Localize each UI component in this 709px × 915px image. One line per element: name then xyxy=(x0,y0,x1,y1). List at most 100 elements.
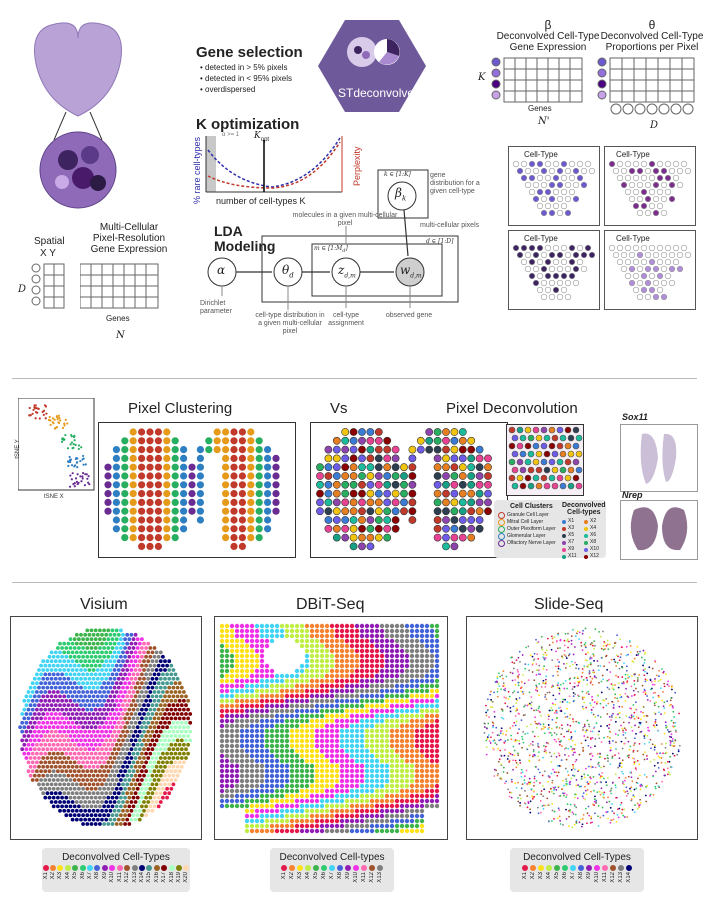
dirichlet-label: Dirichlet parameter xyxy=(200,300,232,315)
celltype-label-1: Cell-Type xyxy=(524,150,558,159)
dbit-spot xyxy=(299,688,305,694)
cluster-spot xyxy=(163,446,171,454)
dbit-spot xyxy=(239,723,245,729)
dbit-spot xyxy=(229,743,235,749)
dbit-spot xyxy=(414,828,420,834)
celltype-spot xyxy=(544,188,552,196)
dbit-spot xyxy=(344,713,350,719)
visium-spot xyxy=(60,734,64,738)
cluster-spot xyxy=(255,472,263,480)
dbit-spot xyxy=(334,813,340,819)
slide-bead xyxy=(605,781,607,784)
celltype-spot xyxy=(568,258,576,266)
celltype-spot xyxy=(588,251,596,259)
dbit-spot xyxy=(384,768,390,774)
dbit-spot xyxy=(354,733,360,739)
visium-spot xyxy=(127,725,132,730)
dbit-spot xyxy=(254,818,260,824)
zoom-spot xyxy=(519,450,527,458)
tsne-point xyxy=(73,439,76,442)
dbit-spot xyxy=(234,738,240,744)
dbit-spot xyxy=(319,768,325,774)
dbit-spot xyxy=(374,793,380,799)
deconv-spot xyxy=(383,454,392,463)
dbit-spot xyxy=(344,638,350,644)
dbit-spot xyxy=(284,633,290,639)
visium-spot xyxy=(135,698,140,703)
visium-spot xyxy=(114,778,119,782)
visium-spot xyxy=(87,720,92,725)
slide-bead xyxy=(557,707,560,710)
dbit-spot xyxy=(264,818,270,824)
cluster-spot xyxy=(171,525,179,533)
dbit-spot xyxy=(294,818,300,824)
zoom-spot xyxy=(532,426,540,434)
visium-spot xyxy=(79,641,83,646)
slide-bead xyxy=(570,643,573,645)
cluster-spot xyxy=(255,507,263,515)
celltype-spot xyxy=(580,251,588,259)
deconvolution-spots xyxy=(316,428,492,551)
tsne-point xyxy=(81,472,85,475)
cluster-spot xyxy=(112,490,120,498)
visium-spot xyxy=(85,663,90,668)
slide-bead xyxy=(646,695,648,697)
dbit-spot xyxy=(264,668,270,674)
dbit-spot xyxy=(249,768,255,774)
dbit-spot xyxy=(259,738,265,744)
dbit-spot xyxy=(249,713,255,719)
cluster-spot xyxy=(180,490,188,498)
visium-spot xyxy=(83,659,88,664)
visium-spot xyxy=(49,782,54,787)
dbit-spot xyxy=(329,778,335,784)
visium-spot xyxy=(68,716,73,721)
tsne-point xyxy=(87,481,90,484)
visium-spot xyxy=(129,676,134,681)
theta-desc: cell-type distribution in a given multi-… xyxy=(255,312,325,335)
visium-spot xyxy=(100,782,104,787)
visium-spot xyxy=(167,720,172,725)
dbit-spot xyxy=(244,688,250,694)
m-plate: m ∈ [1:Md] xyxy=(314,245,348,255)
visium-spot xyxy=(152,769,157,774)
dbit-spot xyxy=(339,763,345,769)
visium-spot xyxy=(177,734,182,738)
dbit-spot xyxy=(279,798,285,804)
dbit-spot xyxy=(434,728,440,734)
deconv-legend-label: X10 xyxy=(590,546,599,552)
dbit-spot xyxy=(379,718,385,724)
visium-spot xyxy=(169,663,174,668)
dbit-spot xyxy=(239,678,245,684)
visium-spot xyxy=(95,685,100,690)
cluster-spot xyxy=(238,472,246,480)
slide-bead xyxy=(632,715,635,718)
visium-spot xyxy=(83,703,88,708)
dbit-spot xyxy=(374,733,380,739)
dbit-spot xyxy=(399,723,405,729)
visium-spot xyxy=(58,800,62,804)
dbit-spot xyxy=(384,633,390,639)
slide-bead xyxy=(543,732,546,735)
slide-bead xyxy=(619,803,622,806)
dbit-spot xyxy=(384,703,390,709)
dbit-spot xyxy=(254,788,260,794)
dbit-spot xyxy=(334,623,340,629)
dbit-spot xyxy=(374,668,380,674)
deconv-spot xyxy=(324,516,333,524)
visium-spot xyxy=(51,698,56,703)
visium-spot xyxy=(135,804,140,809)
dbit-spot xyxy=(379,633,385,639)
dbit-spot xyxy=(344,828,350,834)
deconv-spot xyxy=(442,436,450,445)
visium-spot xyxy=(93,760,98,765)
visium-spot xyxy=(146,720,151,725)
dbit-spot xyxy=(354,668,360,674)
dbit-spot xyxy=(254,733,260,739)
celltype-spot xyxy=(520,244,528,252)
dbit-spot xyxy=(309,798,315,804)
dbit-spot xyxy=(409,663,415,669)
visium-spot xyxy=(56,751,60,756)
dbit-spot xyxy=(224,673,230,679)
visium-spot xyxy=(121,800,125,804)
dbit-spot xyxy=(244,718,250,724)
